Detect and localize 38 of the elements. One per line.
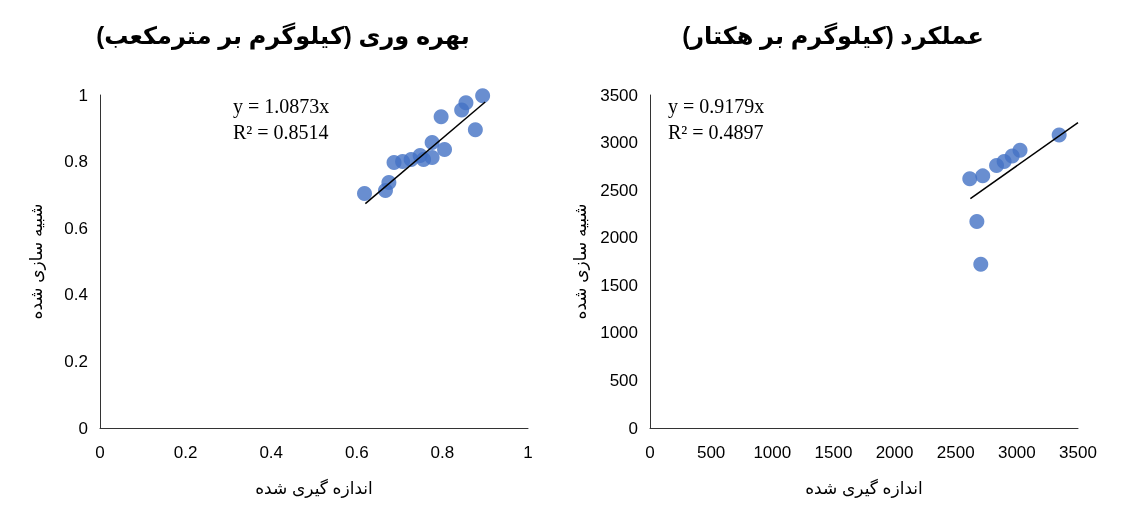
- y-tick-label: 0.6: [64, 218, 88, 238]
- x-tick-label: 2500: [936, 443, 975, 462]
- chart-title: عملکرد (کیلوگرم بر هکتار): [682, 21, 984, 50]
- y-tick-label: 3000: [600, 133, 638, 153]
- x-tick-label: 500: [696, 443, 726, 462]
- y-tick-label: 2000: [600, 228, 638, 248]
- annotation: y = 0.9179x: [668, 95, 765, 118]
- y-tick-label: 0.4: [64, 285, 88, 305]
- x-tick-label: 0.2: [173, 443, 198, 462]
- x-tick-label: 0.4: [259, 443, 284, 462]
- x-axis-title: اندازه گیری شده: [805, 478, 923, 498]
- annotation: R² = 0.8514: [233, 121, 329, 143]
- y-tick-label: 0: [628, 418, 638, 438]
- x-tick-label: 3500: [1059, 443, 1097, 462]
- y-tick-label: 0.2: [64, 351, 88, 371]
- y-axis-title: شبیه سازی شده: [27, 203, 46, 320]
- x-axis-title: اندازه گیری شده: [255, 478, 373, 498]
- y-tick-label: 1: [78, 85, 88, 105]
- x-tick-label: 0.8: [430, 443, 455, 462]
- y-tick-label: 2500: [600, 180, 638, 200]
- y-tick-label: 1000: [600, 323, 638, 343]
- x-tick-label: 2000: [875, 443, 914, 462]
- y-tick-label: 1500: [600, 275, 638, 295]
- y-tick-label: 3500: [600, 85, 638, 105]
- annotation: y = 1.0873x: [233, 95, 330, 118]
- y-axis-title: شبیه سازی شده: [571, 203, 591, 320]
- x-tick-label: 1: [523, 443, 533, 462]
- y-tick-label: 0: [78, 418, 88, 438]
- x-tick-label: 1000: [753, 443, 792, 462]
- y-tick-label: 500: [609, 370, 638, 390]
- x-tick-label: 0.6: [344, 443, 369, 462]
- x-tick-label: 1500: [814, 443, 853, 462]
- annotation: R² = 0.4897: [668, 121, 764, 143]
- y-tick-label: 0.8: [64, 152, 88, 172]
- x-tick-label: 0: [95, 443, 105, 462]
- chart-title: بهره وری (کیلوگرم بر مترمکعب): [96, 21, 470, 50]
- x-tick-label: 0: [645, 443, 655, 462]
- x-tick-label: 3000: [997, 443, 1036, 462]
